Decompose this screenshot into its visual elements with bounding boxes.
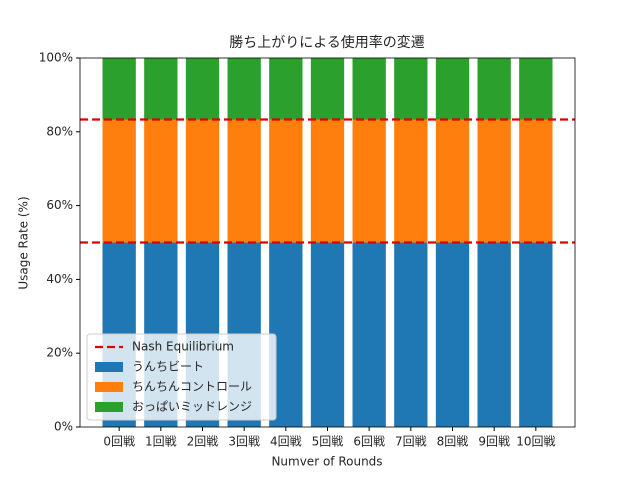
legend-swatch [95,382,123,392]
x-tick-label: 7回戦 [395,435,427,449]
x-tick-label: 4回戦 [270,435,302,449]
bar-segment [185,119,220,243]
bar-segment [310,242,345,427]
bar-segment [269,58,303,120]
bar-segment [519,58,553,120]
x-tick-label: 8回戦 [437,435,469,449]
x-tick-label: 0回戦 [103,435,135,449]
bar-segment [394,58,428,120]
x-tick-label: 6回戦 [353,435,385,449]
x-tick-label: 1回戦 [145,435,177,449]
bar-segment [227,119,261,243]
legend-box [86,333,277,421]
bar-segment [144,119,178,243]
bar-segment [352,58,386,120]
bar-segment [477,242,511,427]
bar-segment [310,119,345,243]
legend-label: うんちビート [132,360,204,374]
bar-segment [435,58,470,120]
legend-swatch [95,402,123,412]
legend-swatch [95,362,123,372]
bar-segment [185,58,220,120]
legend-label: ちんちんコントロール [132,380,252,394]
bar-segment [352,242,386,427]
x-tick-label: 5回戦 [312,435,344,449]
x-tick-label: 9回戦 [478,435,510,449]
bar-segment [269,119,303,243]
chart-title: 勝ち上がりによる使用率の変遷 [229,34,425,51]
x-tick-label: 10回戦 [516,435,555,449]
y-tick-label: 80% [46,124,73,138]
bar-segment [102,58,136,120]
x-tick-label: 2回戦 [187,435,219,449]
bar-segment [477,119,511,243]
y-tick-label: 20% [46,346,73,360]
legend: Nash Equilibrium うんちビートちんちんコントロールおっぱいミッドレ… [86,333,277,421]
bar-segment [227,58,261,120]
bar-segment [477,58,511,120]
bar-segment [519,242,553,427]
bar-segment [102,119,136,243]
bar-segment [310,58,345,120]
bar-segment [435,242,470,427]
y-tick-label: 40% [46,272,73,286]
y-tick-label: 0% [54,420,73,434]
x-tick-label: 3回戦 [228,435,260,449]
x-axis-label: Numver of Rounds [271,455,382,469]
legend-label: おっぱいミッドレンジ [132,400,252,414]
y-axis-label: Usage Rate (%) [17,196,31,289]
bar-segment [394,242,428,427]
bar-segment [352,119,386,243]
bar-segment [144,58,178,120]
bar-segment [435,119,470,243]
bar-segment [519,119,553,243]
bar-segment [394,119,428,243]
legend-label: Nash Equilibrium [132,340,234,354]
y-tick-label: 100% [39,51,73,65]
plot-frame [79,57,576,428]
y-tick-label: 60% [46,198,73,212]
